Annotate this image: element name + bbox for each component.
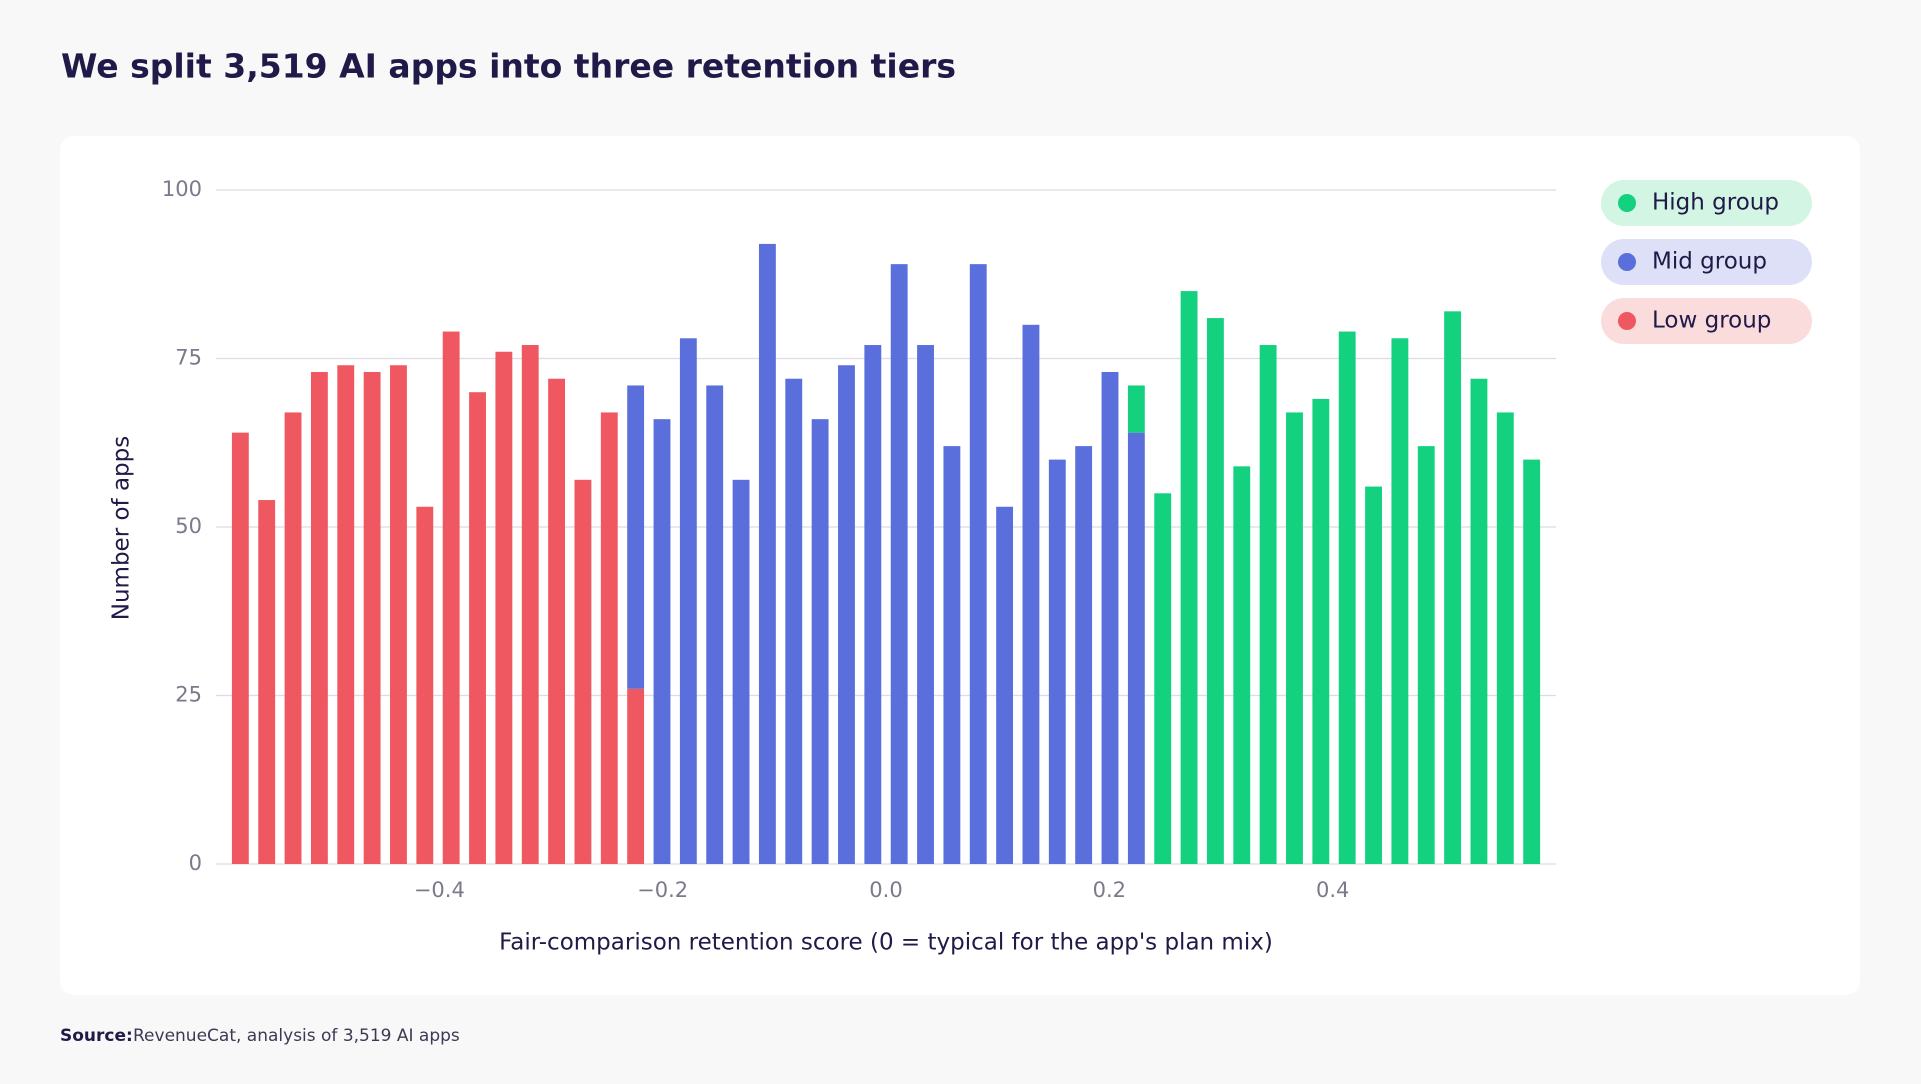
x-axis-label: Fair-comparison retention score (0 = typ…	[499, 930, 1273, 956]
bar	[627, 385, 645, 689]
legend-swatch	[1618, 253, 1636, 271]
legend-swatch	[1618, 194, 1636, 212]
bar	[1154, 493, 1172, 864]
bar	[1470, 378, 1488, 864]
bar	[969, 264, 987, 864]
bar	[1022, 324, 1040, 864]
bar	[1206, 318, 1224, 864]
bar	[363, 371, 381, 864]
y-tick-label: 75	[175, 346, 202, 370]
y-tick-label: 25	[175, 683, 202, 707]
y-axis-label: Number of apps	[109, 436, 135, 620]
bar	[1312, 398, 1330, 864]
bar	[258, 500, 276, 864]
bar	[1075, 446, 1093, 864]
bar	[284, 412, 302, 864]
bar	[1417, 446, 1435, 864]
bar	[758, 243, 776, 865]
bar	[1496, 412, 1514, 864]
legend-label: High group	[1652, 190, 1779, 216]
y-tick-label: 0	[189, 851, 202, 875]
legend-pill	[1601, 180, 1812, 226]
bar	[231, 432, 249, 864]
bar	[864, 345, 882, 864]
bar	[1233, 466, 1251, 864]
bar	[627, 688, 645, 864]
x-tick-label: −0.4	[414, 878, 465, 902]
bar	[1259, 345, 1277, 864]
source: RevenueCat, analysis of 3,519 AI apps	[133, 1026, 460, 1046]
bar	[390, 365, 407, 864]
chart-title: We split 3,519 AI apps into three retent…	[61, 47, 956, 86]
bar	[1523, 459, 1541, 864]
bar	[785, 378, 803, 864]
source-label: Source:	[60, 1026, 133, 1046]
y-tick-label: 50	[175, 514, 202, 538]
bar	[521, 345, 539, 864]
bar	[1180, 291, 1198, 865]
bar	[1127, 385, 1145, 433]
bar	[838, 365, 855, 864]
bar	[1101, 371, 1119, 864]
bar	[548, 378, 566, 864]
bar	[811, 419, 829, 864]
bar	[996, 506, 1014, 864]
y-tick-label: 100	[162, 177, 202, 201]
bar	[706, 385, 724, 864]
bar	[495, 351, 513, 864]
bar	[469, 392, 486, 864]
x-tick-label: −0.2	[637, 878, 688, 902]
bar	[679, 338, 697, 864]
bar	[1048, 459, 1066, 864]
legend-label: Mid group	[1652, 249, 1767, 275]
bar	[337, 365, 355, 864]
bar	[917, 345, 934, 864]
x-tick-label: 0.0	[869, 878, 902, 902]
bar	[1444, 311, 1462, 864]
bar	[310, 371, 328, 864]
bar	[732, 479, 750, 864]
bar	[890, 264, 908, 864]
x-tick-label: 0.4	[1316, 878, 1349, 902]
bar	[1391, 338, 1409, 864]
bar	[600, 412, 618, 864]
bar	[574, 479, 592, 864]
bar	[416, 506, 434, 864]
legend-pill	[1601, 239, 1812, 285]
bar	[1365, 486, 1382, 864]
bar	[1286, 412, 1303, 864]
legend-label: Low group	[1652, 308, 1771, 334]
bar	[1338, 331, 1356, 864]
bar	[943, 446, 961, 864]
legend-swatch	[1618, 312, 1636, 330]
legend-pill	[1601, 298, 1812, 344]
bar	[653, 419, 671, 864]
bar	[1127, 432, 1145, 864]
x-tick-label: 0.2	[1093, 878, 1126, 902]
bar	[442, 331, 460, 864]
